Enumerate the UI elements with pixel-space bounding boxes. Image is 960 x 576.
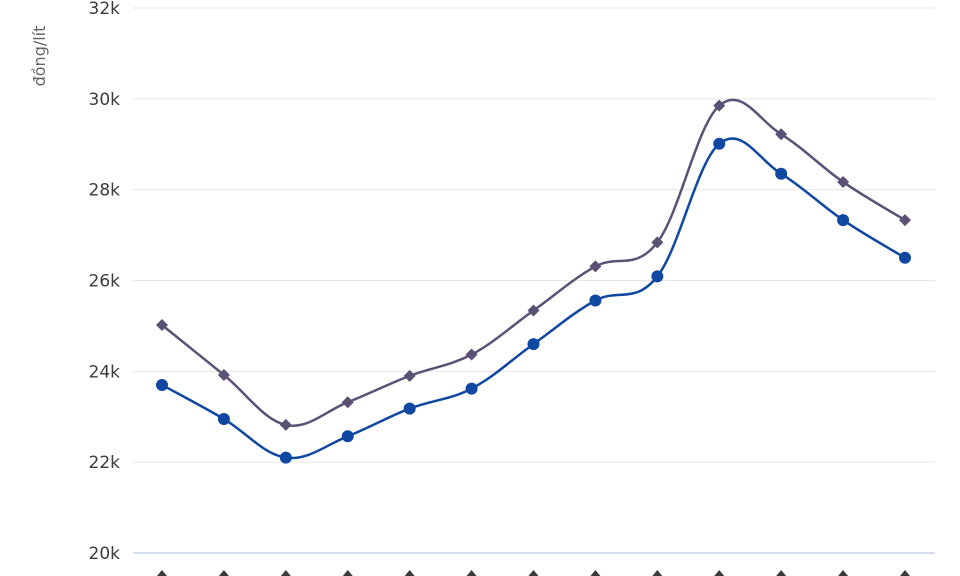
- grid-lines: [133, 7, 935, 554]
- y-tick-label: 30k: [89, 90, 121, 110]
- x-tick-label: [157, 570, 167, 576]
- x-tick-label: [466, 570, 477, 576]
- series-2: [156, 137, 911, 464]
- x-tick-label: [838, 570, 849, 576]
- y-axis-ticks: 20k 22k 24k 26k 28k 30k 32k: [89, 0, 121, 564]
- data-point[interactable]: [465, 348, 478, 361]
- x-tick-label: [404, 570, 415, 576]
- y-tick-label: 32k: [89, 0, 121, 19]
- data-point[interactable]: [775, 128, 788, 141]
- data-point[interactable]: [713, 99, 726, 112]
- data-point[interactable]: [217, 368, 230, 381]
- data-point[interactable]: [279, 451, 292, 464]
- data-point[interactable]: [589, 260, 602, 273]
- data-point[interactable]: [403, 402, 416, 415]
- x-tick-label: [900, 570, 910, 576]
- data-point[interactable]: [651, 236, 664, 249]
- y-tick-label: 24k: [89, 362, 121, 382]
- x-tick-label: [342, 570, 353, 576]
- data-point[interactable]: [651, 270, 664, 283]
- y-tick-label: 26k: [89, 272, 121, 292]
- data-point[interactable]: [899, 251, 911, 264]
- x-tick-label: [528, 570, 539, 576]
- data-point[interactable]: [217, 413, 230, 426]
- y-axis-label: đồng/lít: [30, 26, 49, 87]
- series-line: [161, 98, 906, 427]
- data-point[interactable]: [279, 418, 292, 431]
- data-point[interactable]: [837, 175, 850, 188]
- x-tick-label: [776, 570, 787, 576]
- y-tick-label: 20k: [89, 544, 121, 564]
- x-tick-label: [280, 570, 291, 576]
- data-point[interactable]: [341, 396, 354, 409]
- data-point[interactable]: [899, 214, 911, 227]
- data-point[interactable]: [713, 137, 726, 150]
- x-tick-label: [590, 570, 601, 576]
- series-line: [161, 137, 906, 460]
- data-point[interactable]: [527, 338, 540, 351]
- data-point[interactable]: [589, 294, 602, 307]
- data-point[interactable]: [341, 430, 354, 443]
- series-1: [156, 98, 911, 431]
- data-point[interactable]: [156, 319, 168, 332]
- y-tick-label: 22k: [89, 453, 121, 473]
- data-point[interactable]: [403, 369, 416, 382]
- series-group: [156, 98, 911, 464]
- data-point[interactable]: [156, 378, 168, 391]
- x-axis-ticks: [157, 570, 910, 576]
- data-point[interactable]: [465, 382, 478, 395]
- data-point[interactable]: [527, 304, 540, 317]
- data-point[interactable]: [837, 214, 850, 227]
- x-tick-label: [218, 570, 229, 576]
- x-tick-label: [714, 570, 725, 576]
- y-tick-label: 28k: [89, 181, 121, 201]
- data-point[interactable]: [775, 167, 788, 180]
- x-tick-label: [652, 570, 663, 576]
